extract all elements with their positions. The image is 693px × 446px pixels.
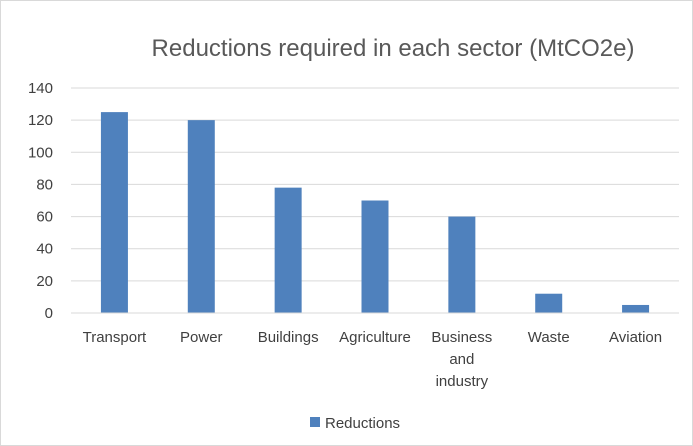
x-tick-label: Transport (83, 329, 147, 346)
x-tick-label-line: Power (180, 329, 223, 346)
legend-swatch (310, 417, 320, 427)
legend-label: Reductions (325, 415, 400, 432)
y-tick-label: 20 (36, 273, 53, 290)
bar-waste (535, 293, 563, 313)
x-tick-label-line: Buildings (258, 329, 319, 346)
y-axis-ticks: 0 20 40 60 80 100 120 140 (28, 80, 53, 322)
y-tick-label: 80 (36, 176, 53, 193)
x-tick-label: Agriculture (339, 329, 411, 346)
bar-power (187, 120, 215, 314)
bar-aviation (622, 304, 650, 313)
x-tick-label-line: industry (436, 373, 489, 390)
x-axis-labels: Transport Power Buildings Agriculture Busine… (83, 329, 663, 390)
bar-business-and-industry (448, 216, 476, 313)
bar-agriculture (361, 200, 389, 313)
x-tick-label-line: Transport (83, 329, 147, 346)
x-tick-label-line: Business (431, 329, 492, 346)
x-tick-label-line: and (449, 351, 474, 368)
y-tick-label: 100 (28, 144, 53, 161)
chart-title: Reductions required in each sector (MtCO… (152, 35, 635, 62)
legend: Reductions (310, 415, 400, 432)
x-tick-label-line: Waste (528, 329, 570, 346)
x-tick-label: Aviation (609, 329, 662, 346)
y-tick-label: 120 (28, 112, 53, 129)
y-tick-label: 40 (36, 241, 53, 258)
x-tick-label-line: Agriculture (339, 329, 411, 346)
x-tick-label: Waste (528, 329, 570, 346)
x-tick-label: Power (180, 329, 223, 346)
y-tick-label: 140 (28, 80, 53, 97)
x-tick-label: Business and industry (431, 329, 492, 390)
bar-transport (100, 112, 128, 313)
x-tick-label: Buildings (258, 329, 319, 346)
y-tick-label: 60 (36, 209, 53, 226)
bar-buildings (274, 187, 302, 313)
bars (100, 112, 650, 314)
x-tick-label-line: Aviation (609, 329, 662, 346)
y-tick-label: 0 (45, 305, 53, 322)
